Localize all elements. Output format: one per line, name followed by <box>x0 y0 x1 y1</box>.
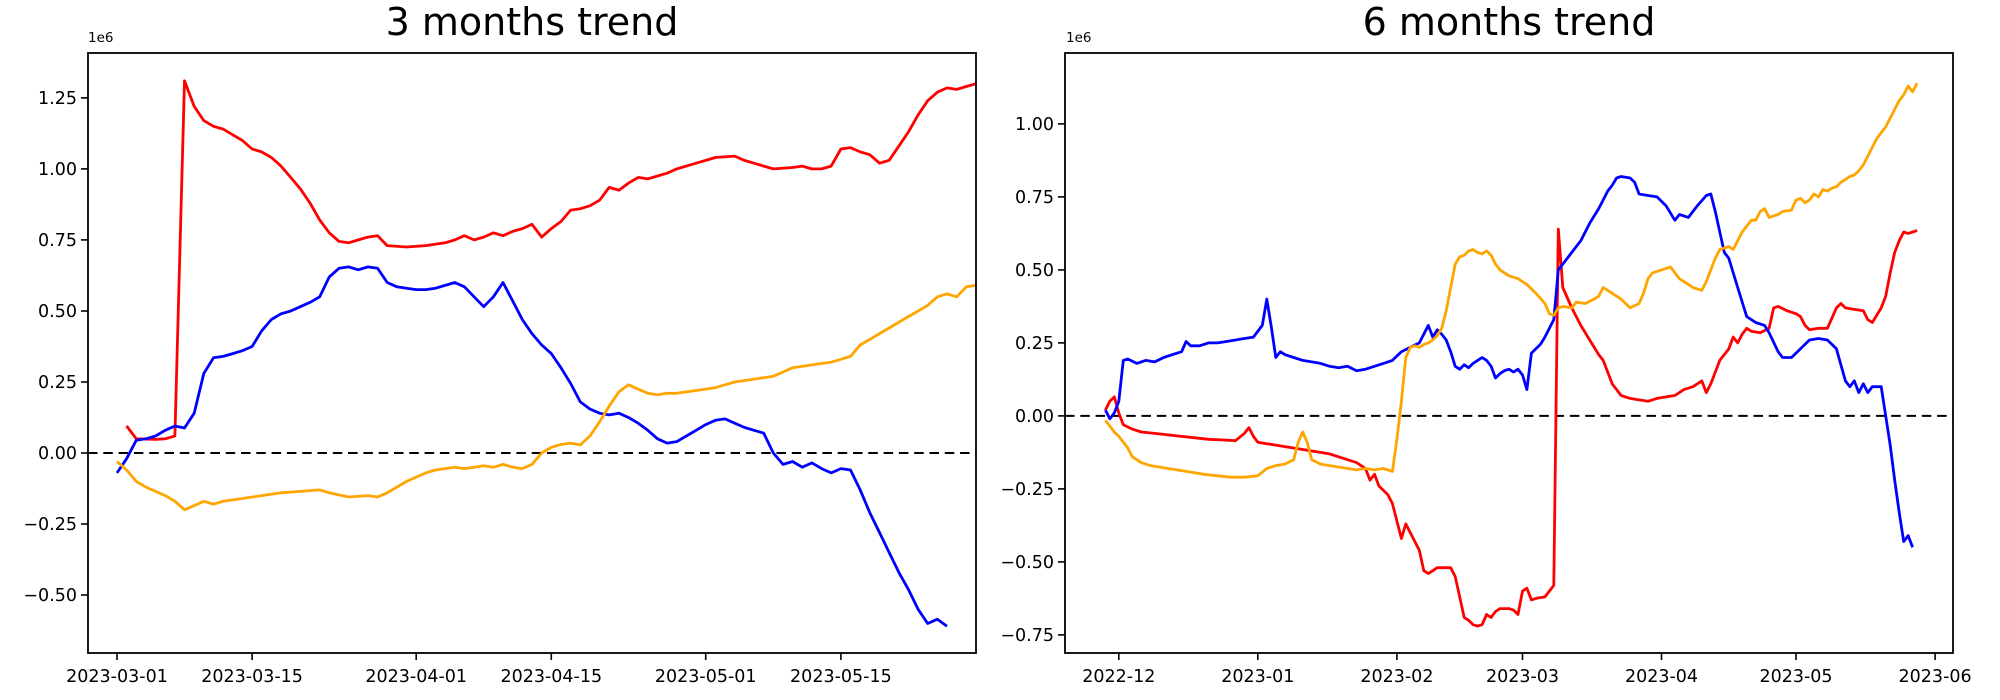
x-tick-label: 2023-03-15 <box>201 667 303 687</box>
blue-line <box>1104 175 1914 548</box>
plot-border <box>1064 52 1954 654</box>
chart-title-3-months: 3 months trend <box>385 0 679 44</box>
y-tick-label: 0.50 <box>38 302 77 322</box>
y-tick-label: 0.25 <box>38 373 77 393</box>
y-tick-label: −0.25 <box>23 515 77 535</box>
x-tick-label: 2023-04 <box>1625 667 1698 687</box>
y-axis-offset-label-right: 1e6 <box>1066 30 1092 46</box>
y-axis-offset-label-left: 1e6 <box>88 30 114 46</box>
y-tick-label: 0.00 <box>1015 407 1054 427</box>
y-tick-label: 0.75 <box>1015 188 1054 208</box>
y-tick-label: −0.25 <box>1000 480 1054 500</box>
chart-3-months: 2023-03-01 2023-03-15 2023-04-01 2023-04-15… <box>23 52 977 687</box>
red-line <box>1104 227 1918 628</box>
x-tick-label: 2023-03-01 <box>66 667 168 687</box>
plot-border <box>87 52 977 654</box>
y-tick-label: 0.00 <box>38 444 77 464</box>
x-tick-label: 2023-05-15 <box>790 667 892 687</box>
blue-line <box>115 265 948 628</box>
x-tick-label: 2023-02 <box>1360 667 1433 687</box>
chart-6-months: 2022-12 2023-01 2023-02 2023-03 2023-04 2023-… <box>1000 52 1972 687</box>
y-tick-label: 0.50 <box>1015 261 1054 281</box>
y-tick-label: 1.25 <box>38 89 77 109</box>
y-tick-label: −0.50 <box>23 586 77 606</box>
y-tick-label: −0.50 <box>1000 553 1054 573</box>
y-tick-label: 0.25 <box>1015 334 1054 354</box>
chart-title-6-months: 6 months trend <box>1362 0 1656 44</box>
x-tick-label: 2023-04-01 <box>365 667 467 687</box>
y-tick-label: 1.00 <box>1015 115 1054 135</box>
x-tick-label: 2023-01 <box>1221 667 1294 687</box>
x-tick-label: 2023-05-01 <box>655 667 757 687</box>
x-tick-label: 2023-03 <box>1486 667 1559 687</box>
y-tick-label: −0.75 <box>1000 626 1054 646</box>
x-tick-label: 2023-06 <box>1899 667 1972 687</box>
y-tick-label: 0.75 <box>38 231 77 251</box>
red-line <box>125 79 977 441</box>
y-tick-label: 1.00 <box>38 160 77 180</box>
orange-line <box>1104 82 1919 479</box>
x-tick-label: 2023-04-15 <box>500 667 602 687</box>
orange-line <box>116 284 977 512</box>
x-tick-label: 2022-12 <box>1082 667 1155 687</box>
x-tick-label: 2023-05 <box>1759 667 1832 687</box>
